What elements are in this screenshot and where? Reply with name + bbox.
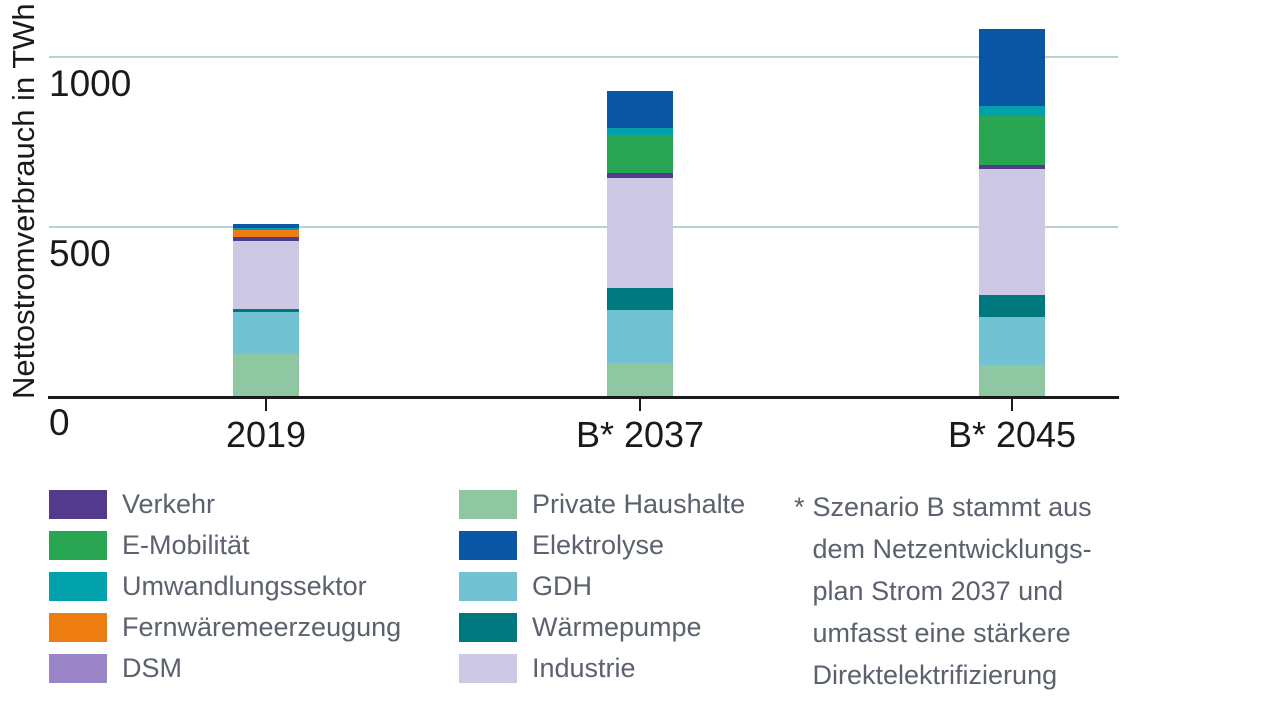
- legend-swatch-Wärmepumpe: [459, 613, 517, 642]
- legend-item-Elektrolyse: Elektrolyse: [459, 530, 745, 560]
- legend-label-E-Mobilität: E-Mobilität: [122, 530, 250, 560]
- bar-B* 2037: [607, 91, 673, 397]
- legend-item-E-Mobilität: E-Mobilität: [49, 530, 401, 560]
- legend-item-Verkehr: Verkehr: [49, 489, 401, 519]
- legend-label-Elektrolyse: Elektrolyse: [532, 530, 665, 560]
- bar-2019: [233, 223, 299, 397]
- legend-swatch-Verkehr: [49, 490, 107, 519]
- legend-item-Industrie: Industrie: [459, 653, 745, 683]
- footnote-line: dem Netzentwicklungs-: [812, 534, 1092, 564]
- legend-label-Private Haushalte: Private Haushalte: [532, 489, 746, 519]
- bar-segment-Verkehr: [607, 172, 673, 178]
- legend-label-DSM: DSM: [122, 653, 182, 683]
- bar-segment-Private Haushalte: [607, 362, 673, 397]
- legend-label-Umwandlungssektor: Umwandlungssektor: [122, 571, 367, 601]
- bar-segment-Private Haushalte: [233, 354, 299, 397]
- bar-segment-Industrie: [233, 240, 299, 309]
- legend-item-Wärmepumpe: Wärmepumpe: [459, 612, 745, 642]
- legend-label-Fernwäremeerzeugung: Fernwäremeerzeugung: [122, 612, 402, 642]
- bar-segment-Umwandlungssektor: [979, 105, 1045, 116]
- x-axis-line: [48, 396, 1119, 399]
- bar-segment-Elektrolyse: [233, 223, 299, 228]
- bar-segment-Verkehr: [979, 165, 1045, 170]
- gridline-1000: [49, 56, 1118, 58]
- legend-item-DSM: DSM: [49, 653, 401, 683]
- legend-label-Industrie: Industrie: [532, 653, 636, 683]
- legend-swatch-DSM: [49, 654, 107, 683]
- legend-label-Verkehr: Verkehr: [122, 489, 216, 519]
- gridline-500: [49, 226, 1118, 228]
- legend-swatch-E-Mobilität: [49, 531, 107, 560]
- x-tick-B* 2037: [639, 398, 641, 411]
- bar-segment-Fernwäremeerzeugung: [233, 230, 299, 238]
- bar-segment-Wärmepumpe: [233, 308, 299, 312]
- footnote-line: umfasst eine stärkere: [812, 618, 1071, 648]
- y-tick-label-0: 0: [49, 402, 70, 443]
- y-tick-label-500: 500: [49, 233, 111, 274]
- bar-segment-Umwandlungssektor: [233, 227, 299, 231]
- bar-segment-GDH: [979, 317, 1045, 365]
- bar-B* 2045: [979, 29, 1045, 397]
- x-tick-B* 2045: [1011, 398, 1013, 411]
- legend-swatch-GDH: [459, 572, 517, 601]
- y-tick-label-1000: 1000: [49, 63, 132, 104]
- legend-label-Wärmepumpe: Wärmepumpe: [532, 612, 702, 642]
- footnote-asterisk: *: [794, 492, 805, 522]
- legend-item-Private Haushalte: Private Haushalte: [459, 489, 746, 519]
- legend-column-2: Private Haushalte Elektrolyse GDH Wärmepump…: [459, 489, 746, 683]
- legend-swatch-Elektrolyse: [459, 531, 517, 560]
- bar-segment-Wärmepumpe: [979, 294, 1045, 318]
- legend-item-Umwandlungssektor: Umwandlungssektor: [49, 571, 401, 601]
- y-axis-title: Nettostromverbrauch in TWh: [6, 3, 41, 399]
- bar-segment-Wärmepumpe: [607, 288, 673, 311]
- x-label-B* 2037: B* 2037: [575, 414, 705, 455]
- legend-item-GDH: GDH: [459, 571, 745, 601]
- x-label-B* 2045: B* 2045: [947, 414, 1077, 455]
- legend-label-GDH: GDH: [532, 571, 592, 601]
- bar-segment-Verkehr: [233, 237, 299, 241]
- x-label-2019: 2019: [225, 414, 307, 455]
- bar-segment-Industrie: [607, 177, 673, 289]
- bar-segment-Private Haushalte: [979, 364, 1045, 397]
- bar-segment-E-Mobilität: [607, 135, 673, 173]
- footnote-line: Szenario B stammt aus: [812, 492, 1092, 522]
- footnote-line: Direktelektrifizierung: [812, 660, 1058, 690]
- legend-item-Fernwäremeerzeugung: Fernwäremeerzeugung: [49, 612, 402, 642]
- legend-swatch-Industrie: [459, 654, 517, 683]
- bar-segment-Industrie: [979, 169, 1045, 295]
- legend-column-1: Verkehr E-Mobilität Umwandlungssektor Fernw…: [49, 489, 402, 683]
- bar-segment-Elektrolyse: [607, 91, 673, 129]
- footnote-text: Szenario B stammt aus dem Netzentwicklung…: [813, 486, 1092, 696]
- bar-segment-GDH: [607, 310, 673, 363]
- legend-swatch-Fernwäremeerzeugung: [49, 613, 107, 642]
- x-tick-2019: [265, 398, 267, 411]
- bar-segment-Umwandlungssektor: [607, 128, 673, 136]
- footnote-line: plan Strom 2037 und: [812, 576, 1064, 606]
- bar-segment-GDH: [233, 311, 299, 355]
- legend-swatch-Umwandlungssektor: [49, 572, 107, 601]
- footnote: * Szenario B stammt aus dem Netzentwicklu…: [794, 486, 1092, 696]
- bar-segment-E-Mobilität: [979, 115, 1045, 166]
- bar-segment-Elektrolyse: [979, 29, 1045, 106]
- legend-swatch-Private Haushalte: [459, 490, 517, 519]
